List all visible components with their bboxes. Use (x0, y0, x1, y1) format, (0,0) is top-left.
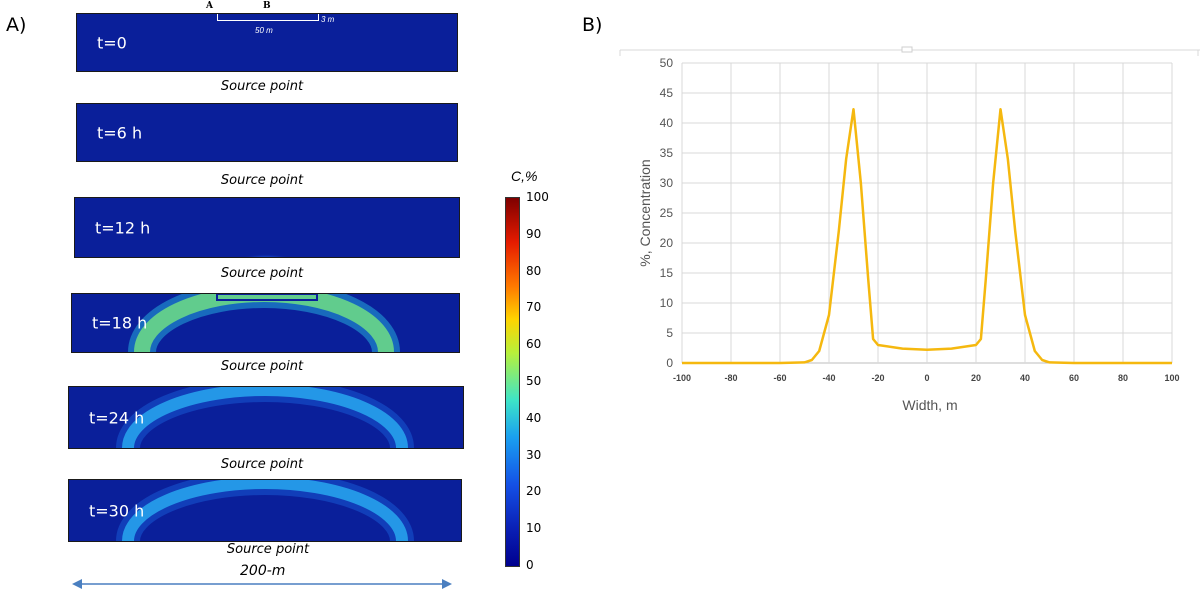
snapshot-t30: t=30 h (68, 479, 462, 542)
source-label-4: Source point (220, 457, 304, 472)
colorbar-tick-label: 20 (526, 484, 542, 499)
series-line (682, 107, 1172, 365)
time-label: t=0 (97, 33, 127, 52)
snapshot-t6: t=6 h (76, 103, 458, 162)
y-tick-label: 30 (660, 176, 674, 190)
panel-b-label: B) (582, 14, 603, 36)
panel-a-label: A) (6, 14, 27, 36)
x-tick-label: 0 (924, 373, 929, 383)
source-label-2: Source point (220, 266, 304, 281)
colorbar-tick-label: 50 (526, 374, 542, 388)
concentration-chart: 0 5 10 15 20 25 30 35 40 45 50 -100 -80 -60 -40 -20 0 20 4… (619, 46, 1200, 413)
y-tick-label: 25 (660, 206, 674, 220)
time-label: t=6 h (97, 123, 143, 142)
dim-depth-label: 3 m (321, 15, 335, 24)
scale-arrow (72, 579, 452, 589)
dim-width-label: 50 m (255, 26, 273, 35)
y-tick-label: 50 (660, 56, 674, 70)
x-axis-label: Width, m (902, 397, 957, 413)
snapshot-t0: t=0 50 m 3 m (76, 13, 458, 72)
x-tick-label: -40 (822, 373, 835, 383)
x-tick-label: 20 (971, 373, 981, 383)
x-tick-label: 100 (1164, 373, 1179, 383)
snapshot-t24: t=24 h (68, 386, 464, 449)
colorbar-tick-label: 90 (526, 226, 542, 241)
colorbar-tick-label: 10 (526, 521, 542, 536)
colorbar-title: C,% (511, 168, 538, 184)
colorbar-tick-label: 60 (526, 337, 542, 352)
colorbar (505, 197, 520, 567)
scale-label: 200-m (240, 563, 286, 579)
source-outline (217, 14, 319, 21)
source-label-0: Source point (220, 79, 304, 94)
snapshot-t12: t=12 h (74, 197, 460, 258)
y-tick-label: 10 (660, 296, 674, 310)
y-tick-label: 5 (666, 326, 673, 340)
source-label-5: Source point (226, 542, 310, 557)
y-tick-label: 35 (660, 146, 674, 160)
x-tick-label: -60 (773, 373, 786, 383)
point-a-label: A (206, 1, 213, 11)
time-label: t=24 h (89, 408, 145, 427)
colorbar-tick-label: 70 (526, 300, 542, 315)
x-tick-label: -100 (673, 373, 691, 383)
time-label: t=30 h (89, 501, 145, 520)
colorbar-tick-label: 30 (526, 447, 542, 462)
time-label: t=18 h (92, 313, 148, 333)
source-label-1: Source point (220, 173, 304, 188)
x-tick-label: -80 (724, 373, 737, 383)
colorbar-tick-label: 0 (526, 558, 534, 572)
source-label-3: Source point (220, 359, 304, 374)
x-tick-label: 40 (1020, 373, 1030, 383)
snapshot-t18: t=18 h (71, 293, 460, 353)
x-tick-label: -20 (871, 373, 884, 383)
x-tick-label: 80 (1118, 373, 1128, 383)
y-tick-label: 15 (660, 266, 674, 280)
colorbar-tick-label: 100 (526, 190, 549, 204)
colorbar-tick-label: 40 (526, 410, 542, 425)
y-tick-label: 45 (660, 86, 674, 100)
time-label: t=12 h (95, 218, 151, 237)
y-axis-label: %, Concentration (637, 159, 653, 266)
x-tick-label: 60 (1069, 373, 1079, 383)
y-tick-label: 20 (660, 236, 674, 250)
y-tick-label: 0 (666, 356, 673, 370)
point-b-label: B (263, 1, 271, 11)
y-tick-label: 40 (660, 116, 674, 130)
colorbar-tick-label: 80 (526, 263, 542, 278)
